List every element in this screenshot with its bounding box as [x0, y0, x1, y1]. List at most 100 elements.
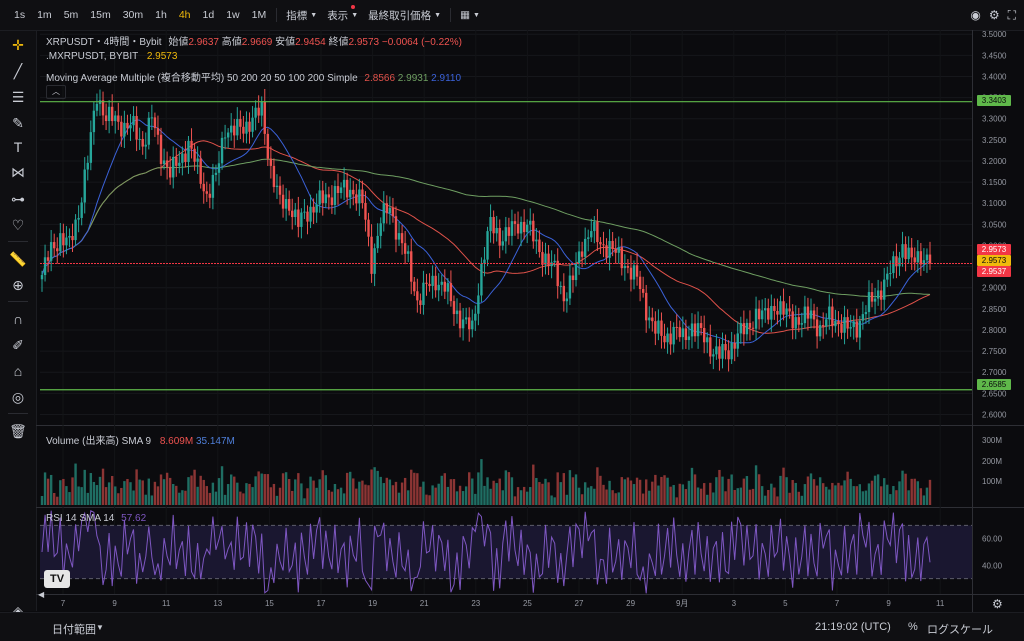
candle-body [736, 333, 739, 349]
volume-bar [315, 487, 318, 505]
brush-icon[interactable]: ✎ [12, 114, 24, 131]
camera-icon[interactable]: ◉ [970, 8, 981, 22]
fullscreen-icon[interactable]: ⛶ [1007, 7, 1016, 22]
volume-bar [220, 466, 224, 505]
candle-body [193, 148, 196, 162]
timeframe-1h[interactable]: 1h [155, 9, 167, 21]
date-range-button[interactable]: 日付範囲 [52, 624, 96, 636]
candle-body [910, 247, 913, 258]
candle-body [889, 272, 892, 274]
candle-body [916, 251, 919, 263]
eye-icon[interactable]: ◎ [11, 388, 25, 405]
lock-icon[interactable]: ⌂ [13, 363, 23, 379]
volume-bar [611, 490, 614, 505]
candle-body [345, 179, 349, 198]
grid-icon: ▦ [460, 9, 470, 21]
volume-bar [43, 472, 47, 505]
candle-body [611, 240, 614, 249]
candle-body [159, 134, 163, 164]
candle-body [172, 156, 175, 178]
volume-bar [205, 486, 208, 505]
settings-icon[interactable]: ⚙ [988, 8, 1000, 22]
candle-body [638, 276, 642, 290]
volume-bar [742, 478, 746, 505]
candle-body [419, 300, 422, 305]
timeframe-1s[interactable]: 1s [14, 9, 26, 21]
clock-time[interactable]: 21:19:02 (UTC) [815, 621, 891, 633]
candle-body [208, 193, 212, 198]
volume-bar [382, 483, 385, 505]
volume-bar [471, 478, 474, 505]
candle-body [114, 115, 117, 122]
candle-body [602, 244, 605, 246]
candle-body [83, 169, 86, 203]
log-scale-button[interactable]: ログスケール [927, 624, 993, 636]
candle-body [892, 256, 895, 273]
volume-bar [318, 479, 321, 505]
timeframe-4h[interactable]: 4h [178, 9, 191, 21]
candle-body [699, 323, 703, 329]
candle-body [519, 221, 523, 234]
text-icon[interactable]: T [13, 139, 23, 155]
magnet-icon[interactable]: ∩ [12, 311, 24, 327]
volume-bar [608, 480, 611, 505]
layers-icon[interactable]: ◈ [12, 602, 24, 619]
horizontal-lines-icon[interactable]: ☰ [11, 88, 25, 105]
candle-body [580, 251, 584, 257]
volume-bar [605, 489, 608, 505]
candle-body [776, 310, 779, 315]
volume-tick-label: 200M [982, 457, 1002, 466]
volume-bar [168, 477, 172, 505]
mark-price-legend[interactable]: .MXRPUSDT, BYBIT 2.9573 [46, 51, 177, 62]
chart-grid [36, 30, 1024, 612]
indicators-menu[interactable]: 指標 ▼ [281, 8, 322, 23]
timeframe-1d[interactable]: 1d [202, 9, 215, 21]
heart-icon[interactable]: ♡ [11, 216, 25, 233]
candle-body [452, 301, 456, 315]
volume-bar [687, 480, 691, 505]
timeframe-15m[interactable]: 15m [90, 9, 111, 21]
volume-bar [413, 472, 416, 505]
trendline-icon[interactable]: ╱ [13, 62, 23, 79]
ma-legend[interactable]: Moving Average Multiple (複合移動平均) 50 200 … [46, 69, 461, 84]
candle-body [492, 216, 495, 234]
pencil-lock-icon[interactable]: ✐ [12, 336, 24, 353]
volume-legend[interactable]: Volume (出来高) SMA 9 8.609M 35.147M [46, 432, 235, 447]
volume-bar [107, 482, 111, 505]
timeframe-1m[interactable]: 1m [37, 9, 52, 21]
chevron-down-icon[interactable]: ▼ [96, 623, 104, 632]
time-tick-label: 3 [732, 599, 737, 608]
tradingview-logo[interactable]: TV [44, 570, 70, 588]
trash-icon[interactable]: 🗑 [9, 422, 27, 439]
timeframe-1M[interactable]: 1M [251, 9, 267, 21]
volume-bar [751, 488, 755, 505]
scroll-left-icon[interactable]: ◀ [38, 590, 45, 599]
ruler-icon[interactable]: 📏 [9, 250, 27, 267]
candle-body [391, 207, 395, 217]
candle-body [825, 319, 828, 327]
collapse-legend-button[interactable]: ︿ [46, 85, 66, 99]
timeframe-1w[interactable]: 1w [226, 9, 240, 21]
time-tick-label: 21 [420, 599, 429, 608]
volume-bar [474, 493, 477, 505]
rsi-legend[interactable]: RSI 14 SMA 14 57.62 [46, 513, 146, 524]
forecast-icon[interactable]: ⊶ [11, 190, 25, 207]
candle-body [480, 263, 483, 296]
percent-button[interactable]: % [908, 621, 918, 633]
candle-body [376, 235, 379, 249]
candle-body [641, 289, 645, 293]
volume-bar [852, 486, 855, 505]
last-price-menu[interactable]: 最終取引価格 ▼ [363, 8, 446, 23]
zoom-in-icon[interactable]: ⊕ [12, 276, 24, 293]
timeframe-30m[interactable]: 30m [122, 9, 144, 21]
crosshair-icon[interactable]: ✛ [12, 36, 24, 53]
candle-body [132, 116, 135, 126]
layout-menu[interactable]: ▦ ▼ [455, 9, 485, 21]
chart-settings-icon[interactable]: ⚙ [992, 597, 1003, 611]
timeframe-5m[interactable]: 5m [63, 9, 79, 21]
candle-body [791, 311, 794, 329]
display-menu[interactable]: 表示 ▼ [322, 4, 363, 23]
pattern-icon[interactable]: ⋈ [11, 163, 25, 180]
symbol-legend[interactable]: XRPUSDT・4時間・Bybit 始値2.9637 高値2.9669 安値2.… [46, 33, 462, 48]
